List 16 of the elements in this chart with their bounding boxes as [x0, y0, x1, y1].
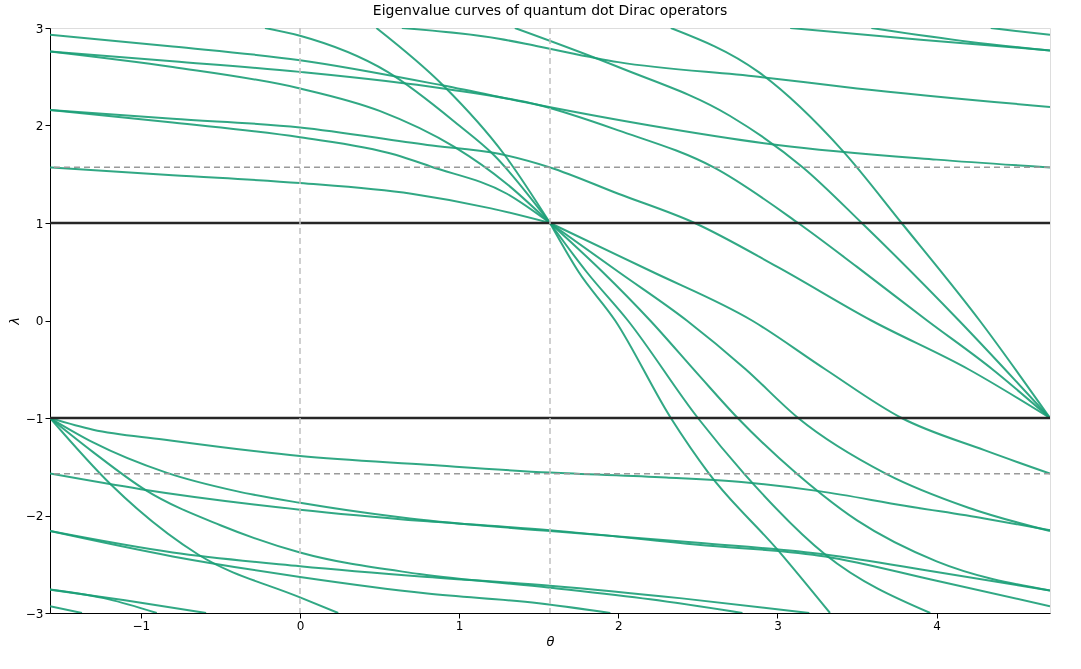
- y-tick-label: 2: [35, 119, 44, 133]
- x-tick-label: 3: [774, 618, 782, 633]
- y-tick-label: 1: [35, 216, 44, 231]
- x-tick-label: 0: [296, 618, 305, 633]
- x-tick-label: −1: [132, 618, 151, 633]
- y-tick-label: −1: [25, 411, 44, 426]
- y-axis-title: λ: [6, 317, 22, 326]
- x-tick-label: 1: [455, 618, 464, 633]
- y-tick-label: −2: [25, 509, 44, 523]
- y-tick-label: 3: [35, 21, 44, 36]
- y-tick-label: 0: [35, 314, 44, 328]
- x-axis-title: θ: [546, 633, 555, 649]
- y-tick-label: −3: [25, 606, 44, 621]
- x-tick-label: 2: [614, 618, 623, 633]
- x-tick-label: 4: [933, 618, 941, 633]
- chart-title: Eigenvalue curves of quantum dot Dirac operators: [372, 2, 728, 18]
